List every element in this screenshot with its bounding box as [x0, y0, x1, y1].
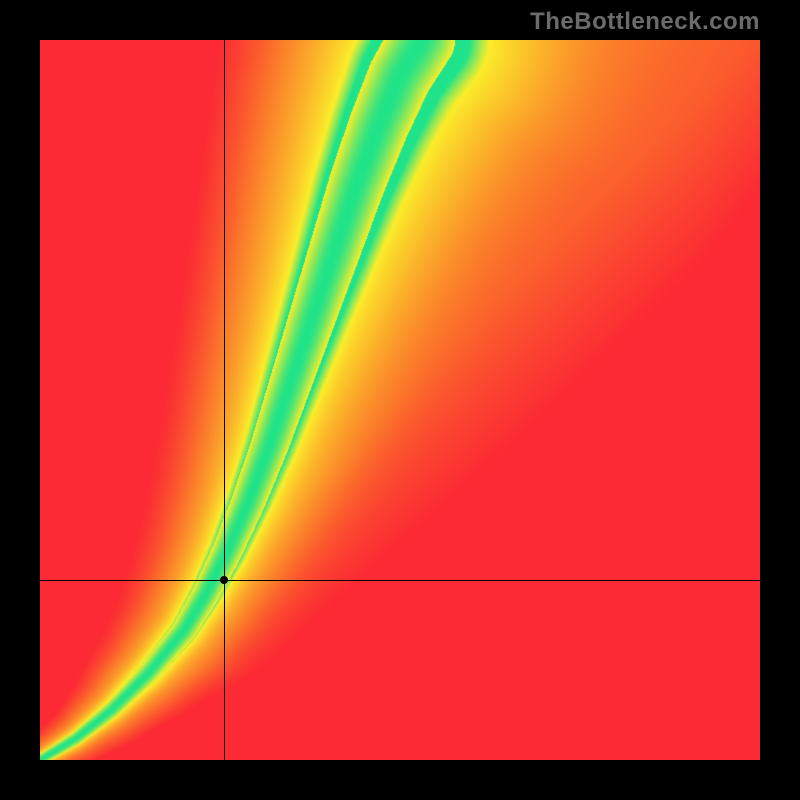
crosshair-point	[220, 576, 228, 584]
watermark-text: TheBottleneck.com	[530, 8, 760, 36]
chart-frame: TheBottleneck.com	[0, 0, 800, 800]
crosshair-vertical	[224, 40, 225, 760]
plot-area	[40, 40, 760, 760]
heatmap-canvas	[40, 40, 760, 760]
crosshair-horizontal	[40, 580, 760, 581]
